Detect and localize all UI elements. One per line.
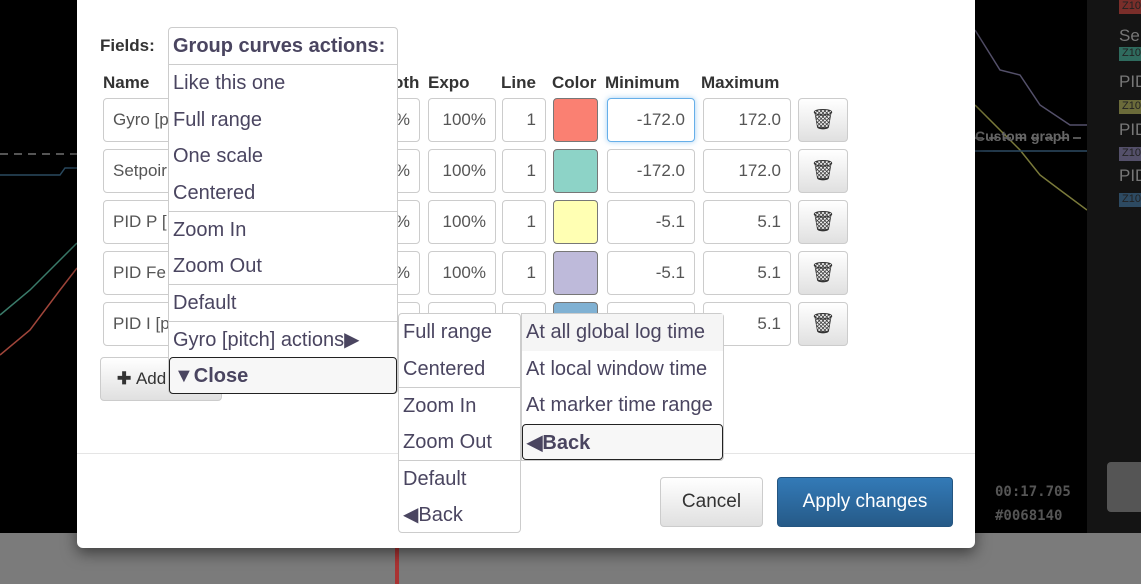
minimum-input[interactable]: -5.1 — [607, 251, 695, 295]
column-maximum: Maximum — [701, 73, 780, 92]
color-swatch[interactable] — [553, 200, 598, 244]
plus-icon: ✚ — [117, 369, 136, 388]
trash-icon: 🗑 — [810, 160, 836, 182]
minimum-input[interactable]: -5.1 — [607, 200, 695, 244]
trash-icon: 🗑 — [810, 109, 836, 131]
legend-tag: Z10 — [1119, 0, 1141, 14]
panel-button[interactable] — [1107, 462, 1141, 512]
add-label: Add — [135, 369, 167, 388]
column-smooth: oth — [393, 73, 420, 92]
full-range-submenu: At all global log time At local window t… — [521, 313, 724, 461]
delete-field-button[interactable]: 🗑 — [798, 98, 848, 142]
column-line: Line — [501, 73, 536, 92]
legend-tag: Z10 — [1119, 100, 1141, 114]
range-item-local-window-time[interactable]: At local window time — [526, 357, 708, 380]
range-item-global-log-time[interactable]: At all global log time — [522, 314, 723, 351]
line-width-input[interactable]: 1 — [502, 98, 546, 142]
frame-readout: #0068140 — [995, 508, 1063, 524]
legend-label[interactable]: PID — [1119, 120, 1141, 139]
column-minimum: Minimum — [605, 73, 680, 92]
expo-input[interactable]: 100% — [428, 149, 496, 193]
menu-item-like-this-one[interactable]: Like this one — [173, 72, 286, 94]
menu-item-gyro-pitch-actions[interactable]: Gyro [pitch] actions▶ — [169, 320, 397, 358]
legend-tag: Z10 — [1119, 147, 1141, 161]
cancel-button[interactable]: Cancel — [660, 477, 763, 527]
menu-item-full-range[interactable]: Full range — [173, 108, 262, 131]
fields-label: Fields: — [100, 36, 155, 55]
trash-icon: 🗑 — [810, 211, 836, 233]
range-item-back[interactable]: ◀Back — [522, 423, 723, 460]
trash-icon: 🗑 — [810, 313, 836, 335]
legend-panel — [1087, 0, 1141, 533]
submenu-item-centered[interactable]: Centered — [403, 357, 486, 380]
column-expo: Expo — [428, 73, 470, 92]
delete-field-button[interactable]: 🗑 — [798, 302, 848, 346]
expo-input[interactable]: 100% — [428, 200, 496, 244]
line-width-input[interactable]: 1 — [502, 251, 546, 295]
submenu-item-zoom-in[interactable]: Zoom In — [399, 387, 520, 424]
column-name: Name — [103, 73, 150, 92]
menu-item-default[interactable]: Default — [169, 284, 397, 321]
menu-item-zoom-out[interactable]: Zoom Out — [173, 254, 262, 277]
maximum-input[interactable]: 5.1 — [703, 251, 791, 295]
delete-field-button[interactable]: 🗑 — [798, 251, 848, 295]
color-swatch[interactable] — [553, 251, 598, 295]
column-color: Color — [552, 73, 597, 92]
delete-field-button[interactable]: 🗑 — [798, 149, 848, 193]
submenu-item-zoom-out[interactable]: Zoom Out — [403, 430, 492, 453]
legend-label[interactable]: Se — [1119, 26, 1140, 45]
line-width-input[interactable]: 1 — [502, 200, 546, 244]
menu-item-zoom-in[interactable]: Zoom In — [169, 211, 397, 248]
submenu-item-back[interactable]: ◀Back — [403, 503, 463, 526]
group-menu-title: Group curves actions: — [169, 28, 397, 65]
expo-input[interactable]: 100% — [428, 98, 496, 142]
apply-changes-button[interactable]: Apply changes — [777, 477, 953, 527]
color-swatch[interactable] — [553, 149, 598, 193]
maximum-input[interactable]: 172.0 — [703, 149, 791, 193]
range-item-marker-time-range[interactable]: At marker time range — [526, 394, 713, 416]
menu-item-one-scale[interactable]: One scale — [173, 145, 264, 167]
delete-field-button[interactable]: 🗑 — [798, 200, 848, 244]
submenu-item-default[interactable]: Default — [399, 460, 520, 497]
legend-label[interactable]: PID — [1119, 72, 1141, 91]
expo-input[interactable]: 100% — [428, 251, 496, 295]
submenu-item-full-range[interactable]: Full range — [403, 321, 492, 343]
line-width-input[interactable]: 1 — [502, 149, 546, 193]
maximum-input[interactable]: 172.0 — [703, 98, 791, 142]
legend-tag: Z10 — [1119, 193, 1141, 207]
menu-item-close[interactable]: ▼Close — [169, 357, 397, 394]
minimum-input[interactable]: -172.0 — [607, 149, 695, 193]
trash-icon: 🗑 — [810, 262, 836, 284]
color-swatch[interactable] — [553, 98, 598, 142]
group-curves-menu: Group curves actions: Like this one Full… — [168, 27, 398, 394]
graph-label: Custom graph — [975, 128, 1070, 144]
time-readout: 00:17.705 — [995, 484, 1071, 500]
legend-label[interactable]: PID — [1119, 166, 1141, 185]
timeline-marker[interactable] — [395, 533, 399, 584]
maximum-input[interactable]: 5.1 — [703, 200, 791, 244]
graph-curves — [0, 29, 1088, 356]
legend-tag: Z10 — [1119, 47, 1141, 61]
minimum-input[interactable]: -172.0 — [607, 98, 695, 142]
curve-actions-submenu: Full range Centered Zoom In Zoom Out Def… — [398, 313, 521, 533]
menu-item-centered[interactable]: Centered — [173, 181, 256, 204]
